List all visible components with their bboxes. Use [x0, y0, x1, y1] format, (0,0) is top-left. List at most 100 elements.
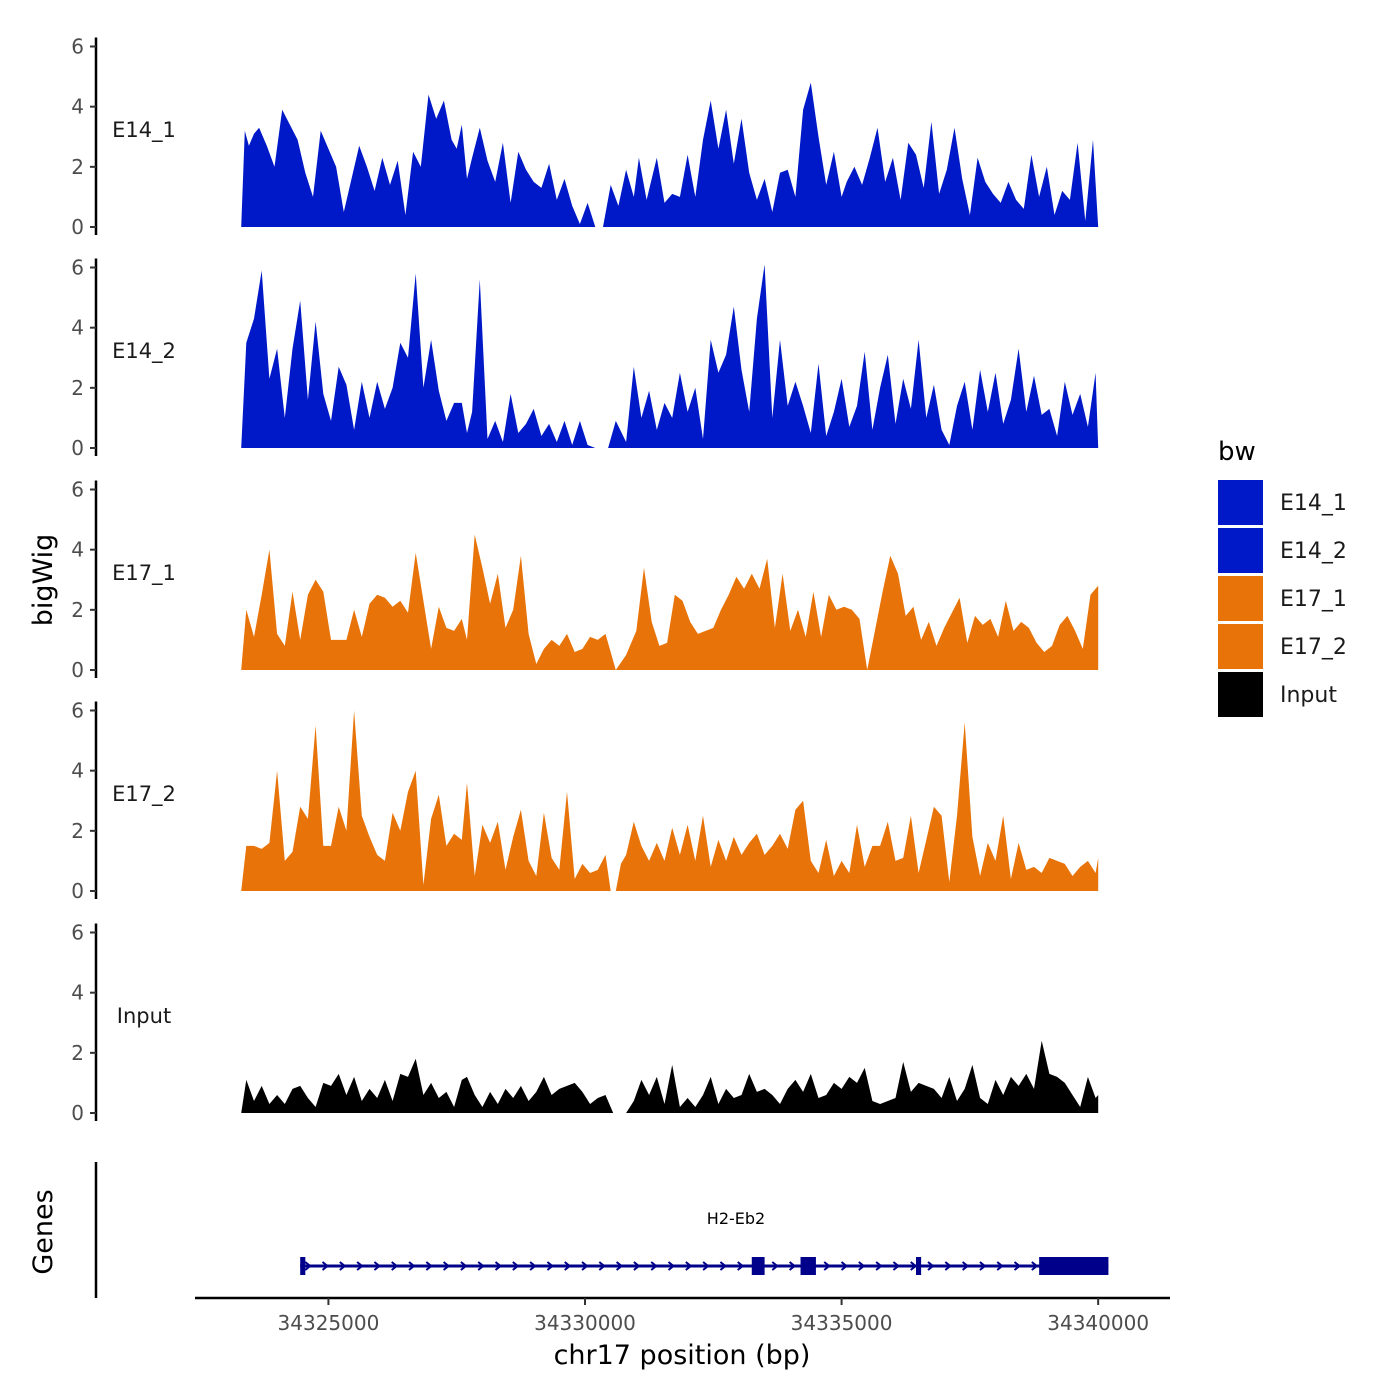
legend-label: E17_2	[1280, 635, 1347, 660]
track-label: E17_1	[112, 561, 176, 586]
track-e17-1: 0 2 4 6 E17_1	[71, 478, 1099, 682]
y-tick-label: 6	[71, 699, 84, 723]
y-tick-label: 6	[71, 256, 84, 280]
x-axis-title: chr17 position (bp)	[554, 1340, 811, 1371]
strand-chevron	[477, 1261, 485, 1271]
legend-label: E14_2	[1280, 539, 1347, 564]
y-tick-label: 2	[71, 1041, 84, 1065]
strand-chevron	[494, 1261, 503, 1271]
legend: bw E14_1 E14_2 E17_1 E17_2 Input	[1218, 437, 1347, 717]
track-label: E14_1	[112, 118, 176, 143]
track-label: E14_2	[112, 339, 176, 364]
strand-chevron	[581, 1261, 589, 1271]
strand-chevron	[927, 1261, 935, 1271]
strand-chevron	[979, 1261, 987, 1271]
strand-chevron	[512, 1261, 520, 1271]
y-tick-label: 0	[71, 658, 84, 682]
strand-chevron	[321, 1261, 330, 1271]
y-tick-label: 4	[71, 981, 84, 1005]
track-e14-1: 0 2 4 6 E14_1	[71, 35, 1099, 239]
strand-chevron	[771, 1261, 779, 1271]
strand-chevron	[564, 1261, 572, 1271]
y-tick-label: 2	[71, 598, 84, 622]
gene-exon	[800, 1257, 816, 1275]
strand-chevron	[615, 1261, 624, 1271]
strand-chevron	[442, 1261, 451, 1271]
track-e14-2: 0 2 4 6 E14_2	[71, 256, 1099, 460]
strand-chevron	[633, 1261, 641, 1271]
strand-chevron	[961, 1261, 970, 1271]
legend-swatch-e17-2	[1218, 624, 1263, 669]
strand-chevron	[719, 1261, 727, 1271]
track-label: Input	[117, 1004, 171, 1028]
strand-chevron	[304, 1261, 312, 1271]
strand-chevron	[1031, 1261, 1039, 1271]
area-series-e17-2	[241, 710, 1099, 891]
legend-swatch-e14-1	[1218, 480, 1263, 525]
track-input: 0 2 4 6 Input	[71, 921, 1099, 1125]
y-tick-label: 6	[71, 478, 84, 502]
y-tick-label: 6	[71, 35, 84, 59]
legend-label: E17_1	[1280, 587, 1347, 612]
signal-tracks: 0 2 4 6 E14_1 0 2 4 6 E14_2 0 2 4 6 E17_1 0 2 4 6 E17_2 0 2 4 6…	[71, 35, 1099, 1125]
y-tick-label: 4	[71, 316, 84, 340]
y-tick-label: 2	[71, 819, 84, 843]
y-tick-label: 0	[71, 879, 84, 903]
strand-chevron	[685, 1261, 693, 1271]
gene-exon	[751, 1257, 765, 1275]
strand-chevron	[702, 1261, 710, 1271]
legend-label: E14_1	[1280, 491, 1347, 516]
area-series-input	[241, 1040, 1099, 1113]
legend-swatch-input	[1218, 672, 1263, 717]
strand-chevron	[944, 1261, 952, 1271]
genes-track: Genes H2-Eb2	[28, 1162, 1109, 1298]
strand-chevron	[823, 1261, 831, 1271]
y-tick-label: 2	[71, 376, 84, 400]
area-series-e17-1	[241, 534, 1099, 670]
strand-chevron	[840, 1261, 849, 1271]
track-e17-2: 0 2 4 6 E17_2	[71, 699, 1099, 903]
strand-chevron	[996, 1261, 1004, 1271]
track-label: E17_2	[112, 782, 176, 807]
legend-label: Input	[1280, 683, 1337, 708]
strand-chevron	[858, 1261, 866, 1271]
gene-exon	[300, 1257, 306, 1275]
legend-title: bw	[1218, 437, 1256, 467]
strand-chevron	[460, 1261, 468, 1271]
x-tick-label: 34325000	[278, 1311, 380, 1335]
strand-chevron	[875, 1261, 883, 1271]
genes-track-label: Genes	[28, 1189, 59, 1274]
x-axis: 34325000 34330000 34335000 34340000	[195, 1296, 1170, 1335]
legend-swatch-e17-1	[1218, 576, 1263, 621]
strand-chevron	[529, 1261, 537, 1271]
y-tick-label: 0	[71, 215, 84, 239]
y-axis-title: bigWig	[28, 534, 59, 627]
strand-chevron	[373, 1261, 381, 1271]
x-tick-label: 34330000	[534, 1311, 636, 1335]
strand-chevron	[737, 1261, 745, 1271]
strand-chevron	[339, 1261, 347, 1271]
gene-label: H2-Eb2	[707, 1209, 765, 1228]
strand-chevron	[391, 1261, 399, 1271]
strand-chevron	[425, 1261, 433, 1271]
y-tick-label: 2	[71, 155, 84, 179]
y-tick-label: 4	[71, 95, 84, 119]
strand-chevron	[910, 1261, 918, 1271]
strand-chevron	[892, 1261, 900, 1271]
x-tick-label: 34335000	[791, 1311, 893, 1335]
strand-chevron	[788, 1261, 797, 1271]
area-series-e14-2	[241, 264, 1099, 448]
y-tick-label: 4	[71, 759, 84, 783]
area-series-e14-1	[241, 82, 1099, 227]
y-tick-label: 6	[71, 921, 84, 945]
strand-chevron	[1013, 1261, 1022, 1271]
y-tick-label: 4	[71, 538, 84, 562]
y-tick-label: 0	[71, 436, 84, 460]
strand-chevron	[598, 1261, 606, 1271]
x-tick-label: 34340000	[1047, 1311, 1149, 1335]
strand-chevron	[408, 1261, 416, 1271]
strand-chevron	[650, 1261, 658, 1271]
gene-exon	[915, 1257, 922, 1275]
gene-exon	[1039, 1257, 1109, 1275]
